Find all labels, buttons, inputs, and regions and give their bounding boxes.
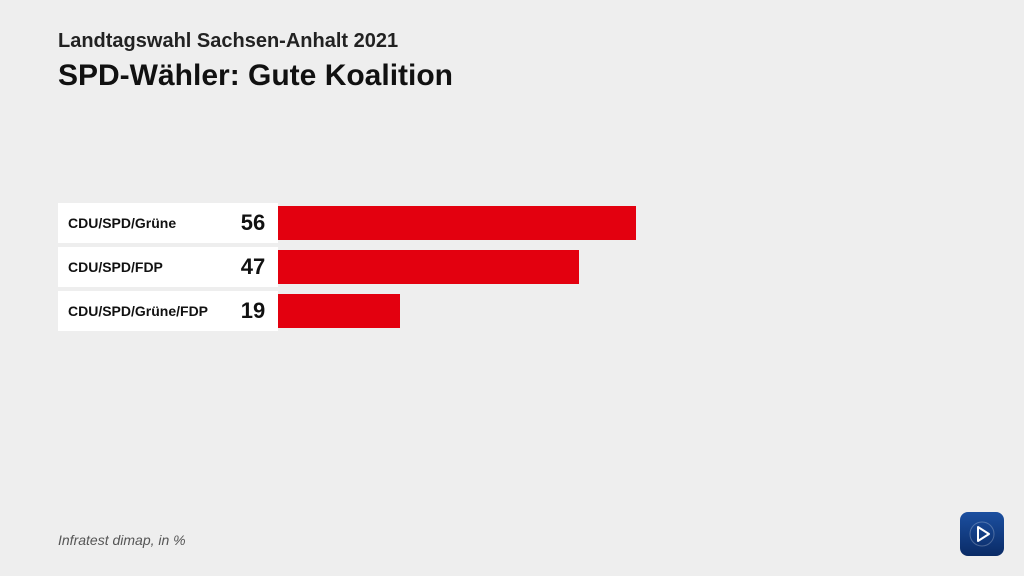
bar-fill [278, 250, 579, 284]
chart-source: Infratest dimap, in % [58, 532, 186, 548]
bar-value: 19 [228, 291, 278, 331]
bar-label: CDU/SPD/Grüne [58, 203, 228, 243]
bar-row: CDU/SPD/FDP 47 [58, 247, 966, 287]
bar-label: CDU/SPD/FDP [58, 247, 228, 287]
bar-track [278, 291, 966, 331]
bar-row: CDU/SPD/Grüne 56 [58, 203, 966, 243]
bar-track [278, 203, 966, 243]
bar-value: 56 [228, 203, 278, 243]
source-name: Infratest dimap [58, 532, 151, 548]
bar-fill [278, 206, 636, 240]
source-unit: , in % [151, 532, 186, 548]
bar-value: 47 [228, 247, 278, 287]
bar-chart: CDU/SPD/Grüne 56 CDU/SPD/FDP 47 CDU/SPD/… [58, 203, 966, 331]
chart-title: SPD-Wähler: Gute Koalition [58, 59, 966, 93]
broadcaster-logo-icon [960, 512, 1004, 556]
chart-canvas: Landtagswahl Sachsen-Anhalt 2021 SPD-Wäh… [0, 0, 1024, 576]
bar-fill [278, 294, 400, 328]
bar-row: CDU/SPD/Grüne/FDP 19 [58, 291, 966, 331]
chart-subtitle: Landtagswahl Sachsen-Anhalt 2021 [58, 30, 966, 53]
bar-track [278, 247, 966, 287]
bar-label: CDU/SPD/Grüne/FDP [58, 291, 228, 331]
